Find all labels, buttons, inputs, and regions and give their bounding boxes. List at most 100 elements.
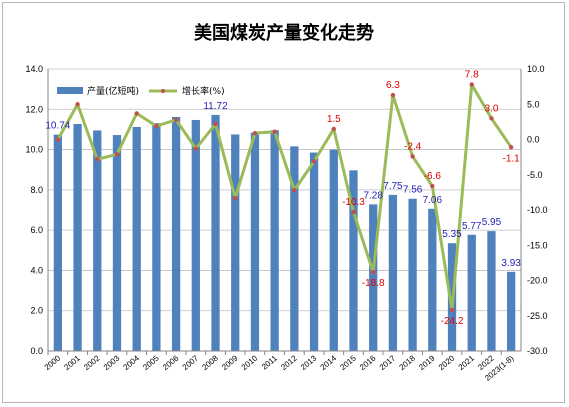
growth-point <box>75 102 80 107</box>
y-left-tick-label: 12.0 <box>25 104 43 114</box>
growth-point <box>430 183 435 189</box>
y-right-tick-label: -25.0 <box>527 311 548 321</box>
bar <box>171 116 181 351</box>
bar <box>152 123 161 351</box>
growth-point <box>489 116 494 121</box>
y-right-tick-label: -5.0 <box>527 170 543 180</box>
growth-point <box>154 123 159 129</box>
data-labels: 10.74 11.72 7.287.75 7.567.06 5.355.77 5.95 3.… <box>45 70 521 328</box>
y-left-tick-label: 4.0 <box>30 265 43 275</box>
bar-data-label: 5.77 <box>462 221 482 232</box>
bar-data-label: 5.35 <box>442 229 462 240</box>
growth-point <box>292 188 297 193</box>
growth-data-label: -2.4 <box>404 141 422 152</box>
growth-data-label: -18.8 <box>362 278 385 289</box>
growth-point <box>390 92 396 98</box>
y-left-tick-label: 8.0 <box>30 185 43 195</box>
coal-production-chart: 美国煤炭产量变化走势 0.0 2.0 4.0 6.0 8.0 10.0 12.0 14.0 -3… <box>25 22 548 383</box>
x-tick-label: 2019 <box>417 353 437 372</box>
growth-point <box>508 145 514 150</box>
bar <box>388 194 398 351</box>
y-right-tick-label: -10.0 <box>527 205 548 215</box>
growth-point <box>193 146 199 151</box>
x-tick-label: 2005 <box>141 353 161 372</box>
growth-point <box>469 82 474 87</box>
growth-point <box>173 117 179 122</box>
x-tick-label: 2021 <box>457 353 477 372</box>
y-left-tick-label: 14.0 <box>25 64 43 74</box>
bar <box>408 198 417 351</box>
x-tick-label: 2003 <box>102 353 122 372</box>
bar <box>73 123 82 352</box>
x-tick-label: 2002 <box>82 353 102 372</box>
growth-point <box>114 152 120 157</box>
bar <box>290 146 299 351</box>
bar-data-label: 7.28 <box>363 190 383 201</box>
legend-line-label: 增长率(%) <box>182 85 225 97</box>
y-right-tick-label: -15.0 <box>527 240 548 250</box>
bar <box>309 152 319 351</box>
legend-line-marker <box>161 89 165 93</box>
chart-title: 美国煤炭产量变化走势 <box>194 22 374 44</box>
y-right-tick-label: 5.0 <box>527 99 540 109</box>
growth-data-label: -24.2 <box>441 316 464 327</box>
bar <box>53 134 62 351</box>
growth-line <box>56 83 513 312</box>
bar-data-label: 11.72 <box>203 101 228 112</box>
x-tick-label: 2020 <box>437 353 457 372</box>
bar <box>250 132 260 351</box>
bar <box>93 130 102 351</box>
growth-point <box>370 269 376 275</box>
growth-point <box>272 129 277 134</box>
x-tick-label: 2014 <box>319 353 339 372</box>
growth-point <box>233 195 238 201</box>
legend-bar-swatch <box>57 87 83 94</box>
growth-data-label: 7.8 <box>465 70 479 81</box>
bar-data-label: 10.74 <box>45 121 70 132</box>
growth-point <box>331 126 336 132</box>
x-tick-label: 2016 <box>358 353 378 372</box>
growth-data-label: -1.1 <box>503 153 521 164</box>
x-tick-label: 2009 <box>220 353 240 372</box>
growth-data-label: 6.3 <box>386 80 400 91</box>
chart-frame: 美国煤炭产量变化走势 0.0 2.0 4.0 6.0 8.0 10.0 12.0 14.0 -3… <box>2 2 565 403</box>
growth-data-label: 3.0 <box>484 103 498 114</box>
growth-data-label: 1.5 <box>327 114 341 125</box>
growth-point <box>95 157 100 162</box>
growth-point <box>410 154 415 159</box>
growth-point <box>213 121 218 127</box>
y-right-tick-label: 10.0 <box>527 64 545 74</box>
growth-point <box>252 130 258 136</box>
growth-point <box>55 137 61 142</box>
x-tick-label: 2017 <box>378 353 398 372</box>
growth-data-label: -6.6 <box>424 171 442 182</box>
x-tick-label: 2010 <box>240 353 260 372</box>
x-tick-label: 2013 <box>299 353 319 372</box>
legend-bar-label: 产量(亿短吨) <box>87 85 139 97</box>
x-tick-label: 2004 <box>122 353 142 372</box>
line-series <box>55 82 514 313</box>
x-tick-label: 2000 <box>43 353 63 372</box>
y-left-tick-label: 10.0 <box>25 145 43 155</box>
y-left-tick-label: 2.0 <box>30 306 43 316</box>
growth-data-label: -10.3 <box>342 197 365 208</box>
growth-point <box>449 307 455 313</box>
bar <box>428 208 437 351</box>
bar-series <box>53 114 516 352</box>
bar <box>349 170 358 351</box>
bar <box>132 127 141 351</box>
bar <box>369 204 378 351</box>
bar-data-label: 3.93 <box>501 258 521 269</box>
y-right-tick-label: 0.0 <box>527 135 540 145</box>
bar <box>467 234 476 351</box>
x-tick-label: 2008 <box>200 353 220 372</box>
x-tick-label: 2011 <box>260 353 279 371</box>
x-tick-label: 2007 <box>181 353 201 372</box>
growth-point <box>351 209 356 215</box>
bar <box>112 135 122 351</box>
x-tick-label: 2012 <box>279 353 299 372</box>
bar <box>507 271 516 351</box>
y-left-tick-label: 0.0 <box>30 346 43 356</box>
bar <box>191 119 200 351</box>
growth-point <box>311 159 317 164</box>
